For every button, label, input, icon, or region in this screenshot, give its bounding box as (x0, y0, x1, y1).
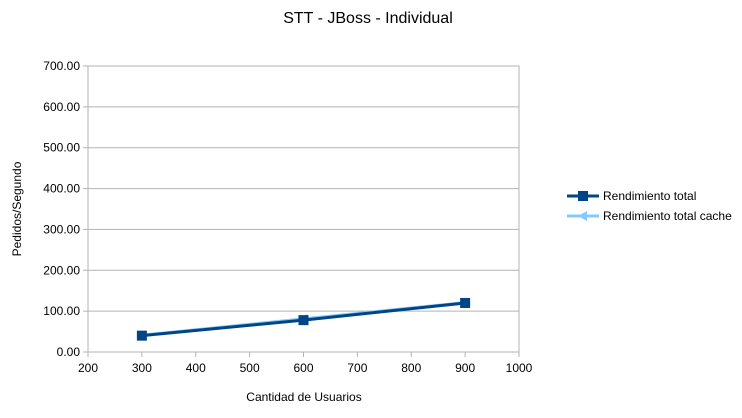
data-point (298, 315, 309, 326)
legend-label: Rendimiento total (603, 189, 696, 203)
x-axis-ticks: 200 300 400 500 600 700 800 900 1000 (78, 352, 533, 375)
legend-marker (578, 211, 587, 221)
y-tick-label: 100.00 (43, 304, 80, 318)
series-0 (136, 297, 471, 341)
y-tick-label: 700.00 (43, 59, 80, 73)
x-tick-label: 800 (401, 361, 421, 375)
x-tick-label: 600 (293, 361, 313, 375)
x-tick-label: 500 (240, 361, 260, 375)
x-tick-label: 700 (347, 361, 367, 375)
x-tick-label: 200 (78, 361, 98, 375)
y-axis-ticks: 0.00 100.00 200.00 300.00 400.00 500.00 600.00… (43, 59, 88, 359)
y-tick-label: 400.00 (43, 182, 80, 196)
legend-marker (578, 191, 588, 201)
y-tick-label: 200.00 (43, 263, 80, 277)
plot-frame (87, 65, 520, 353)
y-axis-label: Pedidos/Segundo (10, 161, 24, 256)
y-tick-label: 0.00 (57, 345, 81, 359)
legend-item: Rendimiento total cache (567, 209, 732, 223)
y-tick-label: 500.00 (43, 141, 80, 155)
data-point (460, 297, 471, 308)
x-tick-label: 400 (186, 361, 206, 375)
legend: Rendimiento total Rendimiento total cache (567, 189, 732, 223)
x-tick-label: 300 (132, 361, 152, 375)
data-point (136, 330, 147, 341)
legend-label: Rendimiento total cache (603, 209, 732, 223)
y-tick-label: 300.00 (43, 222, 80, 236)
x-axis-label: Cantidad de Usuarios (246, 390, 361, 404)
y-tick-label: 600.00 (43, 100, 80, 114)
chart-title: STT - JBoss - Individual (283, 10, 453, 27)
x-tick-label: 1000 (506, 361, 533, 375)
grid (88, 65, 519, 353)
legend-item: Rendimiento total (567, 189, 696, 203)
series-layer (136, 297, 471, 341)
x-tick-label: 900 (455, 361, 475, 375)
